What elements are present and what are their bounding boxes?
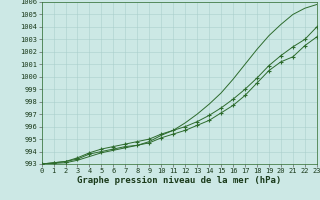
X-axis label: Graphe pression niveau de la mer (hPa): Graphe pression niveau de la mer (hPa) xyxy=(77,176,281,185)
